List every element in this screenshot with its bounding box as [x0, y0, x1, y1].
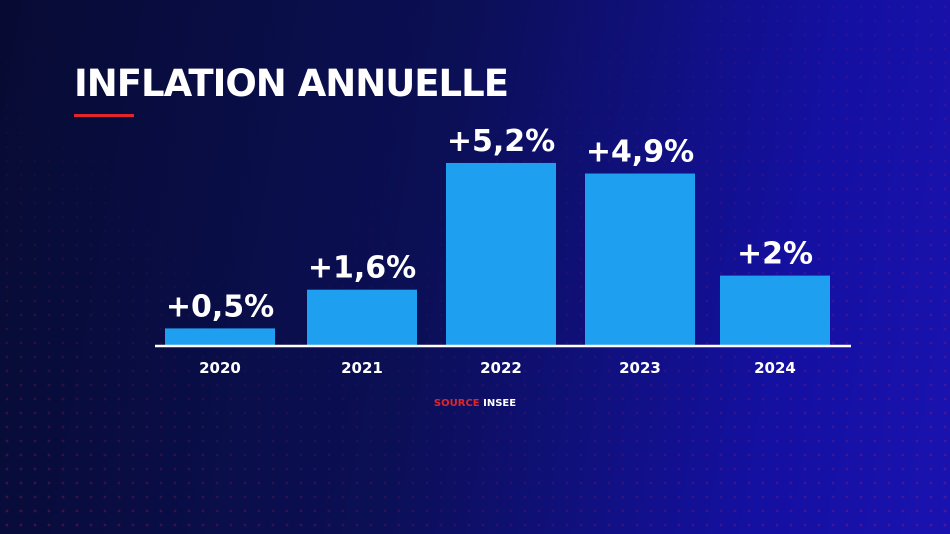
x-tick-label-2021: 2021	[341, 359, 383, 377]
data-label-2023: +4,9%	[586, 135, 694, 170]
bar-2024	[720, 275, 830, 346]
x-tick-label-2024: 2024	[754, 359, 796, 377]
bar-2020	[165, 328, 275, 346]
x-tick-label-2020: 2020	[199, 359, 241, 377]
source-value: INSEE	[483, 398, 517, 409]
bar-2021	[307, 289, 417, 346]
title-underline	[74, 114, 134, 117]
bar-2022	[446, 162, 556, 346]
data-label-2022: +5,2%	[447, 124, 555, 159]
data-label-2024: +2%	[737, 237, 813, 272]
x-tick-label-2023: 2023	[619, 359, 661, 377]
bar-2023	[585, 173, 695, 346]
chart-title: INFLATION ANNUELLE	[74, 62, 509, 105]
source-note: SOURCE INSEE	[0, 398, 950, 409]
data-label-2021: +1,6%	[308, 251, 416, 286]
data-label-2020: +0,5%	[166, 289, 274, 324]
source-label: SOURCE	[433, 398, 480, 409]
x-tick-label-2022: 2022	[480, 359, 522, 377]
